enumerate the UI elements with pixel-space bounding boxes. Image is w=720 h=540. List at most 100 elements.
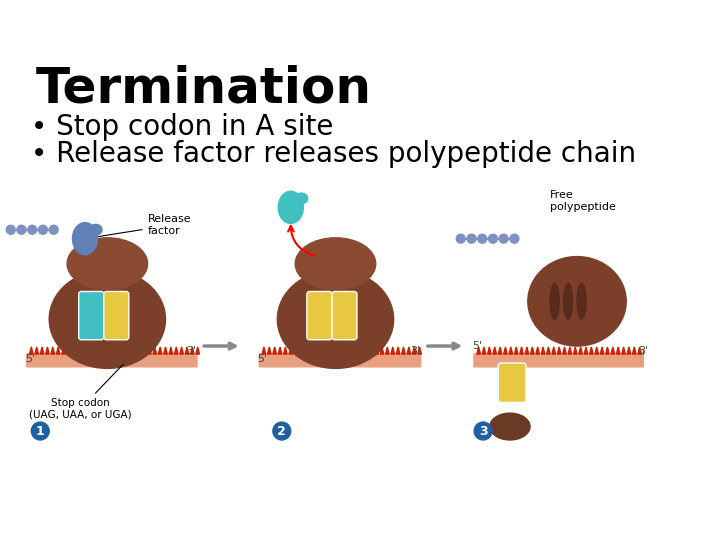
Polygon shape	[89, 347, 92, 354]
Polygon shape	[327, 347, 330, 354]
Polygon shape	[590, 347, 593, 354]
Polygon shape	[552, 347, 556, 354]
FancyBboxPatch shape	[258, 353, 421, 368]
Polygon shape	[185, 347, 189, 354]
Polygon shape	[531, 347, 534, 354]
FancyBboxPatch shape	[332, 292, 357, 340]
Polygon shape	[191, 347, 194, 354]
Polygon shape	[643, 347, 647, 354]
Text: 3': 3'	[186, 347, 197, 356]
Polygon shape	[557, 347, 561, 354]
Polygon shape	[278, 347, 282, 354]
Polygon shape	[115, 347, 119, 354]
Polygon shape	[126, 347, 130, 354]
Polygon shape	[616, 347, 620, 354]
Text: 5': 5'	[258, 354, 268, 364]
Polygon shape	[30, 347, 33, 354]
Polygon shape	[174, 347, 178, 354]
Polygon shape	[407, 347, 410, 354]
Polygon shape	[541, 347, 545, 354]
Polygon shape	[380, 347, 384, 354]
Polygon shape	[622, 347, 626, 354]
Polygon shape	[143, 347, 146, 354]
Polygon shape	[163, 347, 167, 354]
Polygon shape	[110, 347, 114, 354]
Polygon shape	[56, 347, 60, 354]
Circle shape	[478, 234, 487, 243]
Polygon shape	[391, 347, 395, 354]
Polygon shape	[627, 347, 631, 354]
Polygon shape	[493, 347, 497, 354]
FancyBboxPatch shape	[498, 363, 526, 402]
Polygon shape	[104, 347, 108, 354]
Polygon shape	[536, 347, 539, 354]
Polygon shape	[67, 347, 71, 354]
Polygon shape	[606, 347, 609, 354]
Circle shape	[467, 234, 476, 243]
Ellipse shape	[490, 413, 530, 440]
FancyBboxPatch shape	[78, 292, 104, 340]
Polygon shape	[573, 347, 577, 354]
Polygon shape	[169, 347, 173, 354]
Polygon shape	[546, 347, 550, 354]
Polygon shape	[520, 347, 523, 354]
Text: • Stop codon in A site: • Stop codon in A site	[31, 113, 333, 141]
Polygon shape	[386, 347, 389, 354]
Polygon shape	[153, 347, 156, 354]
Ellipse shape	[73, 222, 97, 255]
Circle shape	[28, 225, 37, 234]
Text: • Release factor releases polypeptide chain: • Release factor releases polypeptide ch…	[31, 140, 636, 168]
Polygon shape	[332, 347, 336, 354]
Polygon shape	[369, 347, 373, 354]
Text: Termination: Termination	[36, 64, 372, 112]
Polygon shape	[84, 347, 87, 354]
Polygon shape	[78, 347, 81, 354]
Polygon shape	[262, 347, 266, 354]
Polygon shape	[337, 347, 341, 354]
Polygon shape	[196, 347, 199, 354]
Polygon shape	[305, 347, 309, 354]
Polygon shape	[316, 347, 320, 354]
Ellipse shape	[89, 225, 102, 235]
Polygon shape	[600, 347, 604, 354]
Ellipse shape	[295, 193, 307, 204]
Polygon shape	[354, 347, 357, 354]
Text: 3': 3'	[410, 347, 420, 356]
FancyBboxPatch shape	[473, 353, 649, 368]
Polygon shape	[94, 347, 97, 354]
Polygon shape	[310, 347, 314, 354]
Polygon shape	[359, 347, 362, 354]
Ellipse shape	[577, 284, 586, 319]
Polygon shape	[418, 347, 421, 354]
Circle shape	[38, 225, 48, 234]
Polygon shape	[396, 347, 400, 354]
Polygon shape	[148, 347, 151, 354]
Polygon shape	[498, 347, 502, 354]
Circle shape	[17, 225, 26, 234]
Circle shape	[456, 234, 465, 243]
Ellipse shape	[278, 191, 303, 224]
FancyBboxPatch shape	[104, 292, 129, 340]
Polygon shape	[294, 347, 298, 354]
Polygon shape	[638, 347, 642, 354]
Polygon shape	[487, 347, 491, 354]
Polygon shape	[73, 347, 76, 354]
Ellipse shape	[528, 256, 626, 346]
Ellipse shape	[49, 270, 166, 368]
Ellipse shape	[277, 270, 394, 368]
Ellipse shape	[564, 284, 572, 319]
Polygon shape	[284, 347, 287, 354]
Text: 3': 3'	[638, 347, 648, 356]
Circle shape	[6, 225, 15, 234]
Text: Stop codon
(UAG, UAA, or UGA): Stop codon (UAG, UAA, or UGA)	[30, 364, 132, 420]
Polygon shape	[137, 347, 140, 354]
Polygon shape	[273, 347, 276, 354]
Polygon shape	[477, 347, 480, 354]
Polygon shape	[45, 347, 49, 354]
Circle shape	[499, 234, 508, 243]
Polygon shape	[611, 347, 615, 354]
Polygon shape	[321, 347, 325, 354]
Circle shape	[31, 422, 49, 440]
Text: 2: 2	[277, 424, 286, 437]
Text: Release
factor: Release factor	[88, 214, 192, 238]
